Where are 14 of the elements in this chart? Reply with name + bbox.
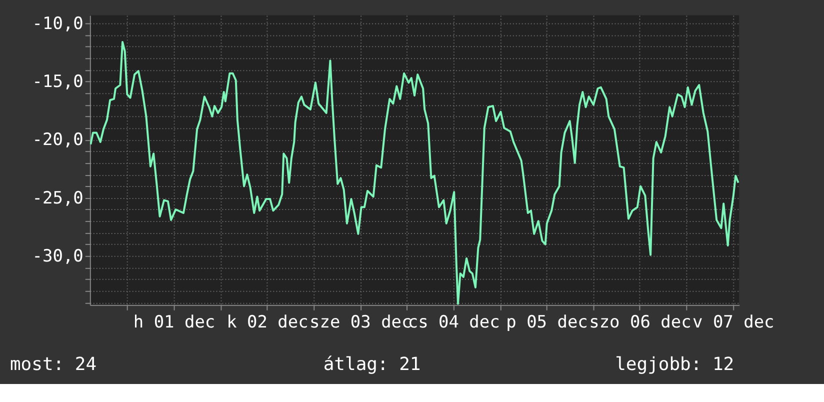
x-tick-label: h 01 dec <box>133 312 216 332</box>
x-tick-label: szo 06 dec <box>589 312 692 332</box>
x-tick-label: k 02 dec <box>226 312 308 332</box>
y-tick-label: -20,0 <box>32 130 84 150</box>
text: átlag: 21 <box>323 354 421 375</box>
y-tick-label: -15,0 <box>32 72 84 92</box>
y-tick-label: -30,0 <box>32 246 84 266</box>
text: most: 24 <box>10 354 97 375</box>
x-tick-label: sze 03 dec <box>310 312 412 332</box>
y-tick-label: -25,0 <box>32 188 84 208</box>
x-tick-label: v 07 dec <box>692 312 774 332</box>
x-tick-label: p 05 dec <box>506 312 588 332</box>
y-tick-label: -10,0 <box>32 14 84 34</box>
text: legjobb: 12 <box>615 354 734 375</box>
